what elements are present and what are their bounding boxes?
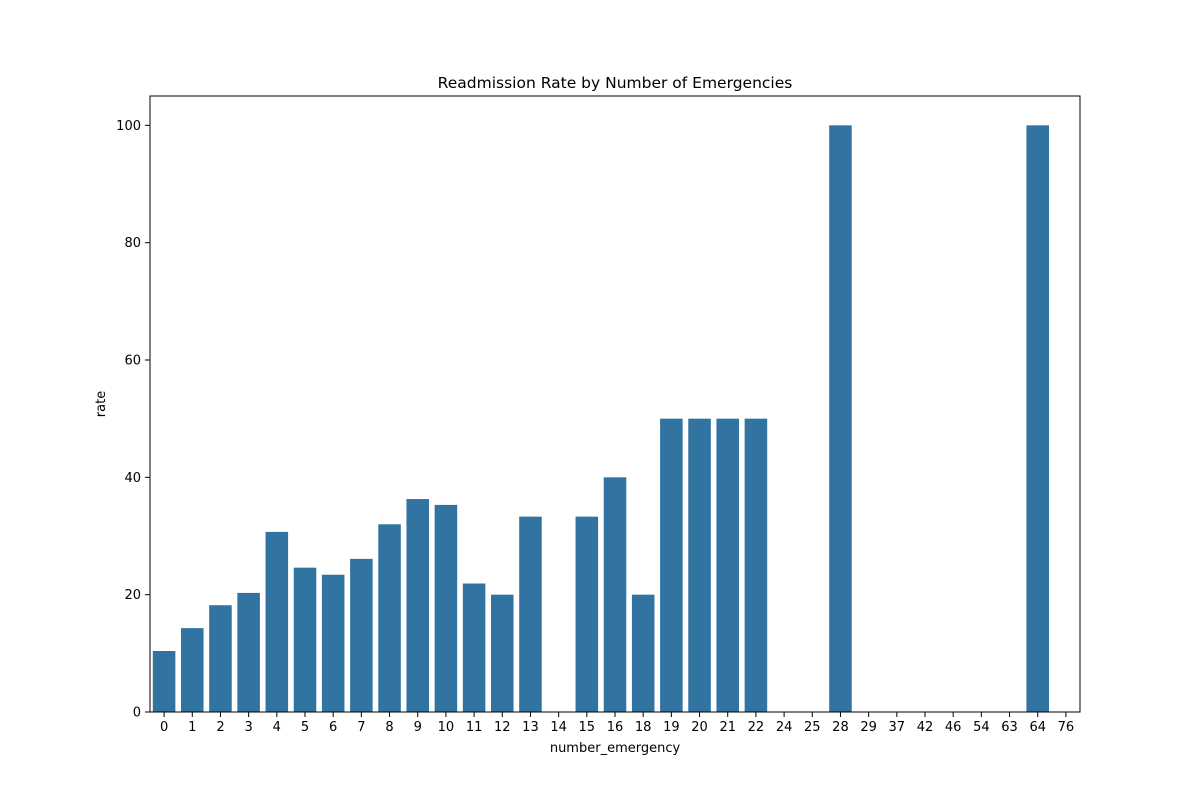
bar-19 <box>660 418 683 712</box>
x-tick-label: 11 <box>466 720 483 735</box>
y-tick-label: 100 <box>116 119 141 134</box>
y-tick-label: 40 <box>124 471 141 486</box>
x-tick-label: 54 <box>973 720 990 735</box>
x-tick-label: 2 <box>216 720 224 735</box>
x-tick-label: 22 <box>748 720 765 735</box>
x-tick-label: 25 <box>804 720 821 735</box>
bar-64 <box>1026 125 1049 712</box>
x-tick-label: 64 <box>1029 720 1046 735</box>
bars-group <box>152 125 1049 712</box>
x-tick-label: 20 <box>691 720 708 735</box>
x-tick-label: 0 <box>160 720 168 735</box>
x-tick-label: 42 <box>917 720 934 735</box>
x-tick-label: 7 <box>357 720 365 735</box>
bar-20 <box>688 418 711 712</box>
x-axis-ticks: 0 1 2 3 4 5 6 7 8 9 10 11 12 13 14 15 16 18 19 20 21 22 24 25 28… <box>160 712 1074 735</box>
x-tick-label: 63 <box>1001 720 1018 735</box>
y-tick-label: 20 <box>124 588 141 603</box>
x-axis-label: number_emergency <box>550 741 681 756</box>
bar-11 <box>462 583 486 712</box>
bar-1 <box>181 628 204 712</box>
bar-18 <box>631 594 655 712</box>
y-axis-ticks: 0 20 40 60 80 100 <box>116 119 150 721</box>
x-tick-label: 24 <box>776 720 793 735</box>
x-tick-label: 9 <box>414 720 422 735</box>
x-tick-label: 4 <box>273 720 281 735</box>
bar-16 <box>603 477 627 712</box>
bar-3 <box>237 592 260 712</box>
bar-12 <box>491 594 514 712</box>
x-tick-label: 10 <box>438 720 455 735</box>
y-tick-label: 60 <box>124 354 141 369</box>
x-tick-label: 46 <box>945 720 962 735</box>
x-tick-label: 1 <box>188 720 196 735</box>
x-tick-label: 29 <box>860 720 877 735</box>
y-tick-label: 80 <box>124 236 141 251</box>
x-tick-label: 28 <box>832 720 849 735</box>
x-tick-label: 16 <box>607 720 624 735</box>
bar-7 <box>350 558 373 712</box>
bar-21 <box>716 418 739 712</box>
bar-4 <box>265 531 289 712</box>
x-tick-label: 8 <box>385 720 393 735</box>
x-tick-label: 21 <box>719 720 736 735</box>
x-tick-label: 19 <box>663 720 680 735</box>
bar-22 <box>744 418 768 712</box>
x-tick-label: 18 <box>635 720 652 735</box>
bar-10 <box>434 504 458 712</box>
bar-8 <box>378 524 401 712</box>
x-tick-label: 15 <box>579 720 596 735</box>
bar-15 <box>575 516 599 712</box>
x-tick-label: 76 <box>1058 720 1075 735</box>
x-tick-label: 13 <box>522 720 539 735</box>
bar-0 <box>152 650 176 712</box>
y-tick-label: 0 <box>133 706 141 721</box>
x-tick-label: 12 <box>494 720 511 735</box>
bar-28 <box>829 125 852 712</box>
x-tick-label: 37 <box>889 720 906 735</box>
chart-title: Readmission Rate by Number of Emergencie… <box>438 74 793 92</box>
bar-2 <box>209 605 232 712</box>
x-tick-label: 14 <box>550 720 567 735</box>
bar-5 <box>293 567 317 712</box>
y-axis-label: rate <box>94 391 109 417</box>
x-tick-label: 6 <box>329 720 337 735</box>
bar-6 <box>321 574 345 712</box>
x-tick-label: 5 <box>301 720 309 735</box>
plot-frame <box>149 95 1081 713</box>
bar-9 <box>406 499 429 712</box>
bar-13 <box>519 516 542 712</box>
x-tick-label: 3 <box>244 720 252 735</box>
